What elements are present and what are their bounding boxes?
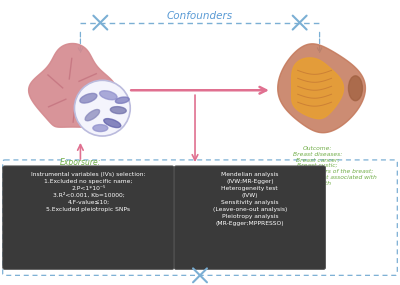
Text: Mendelian analysis
(IVW;MR-Egger)
Heterogeneity test
(IVW)
Sensitivity analysis
: Mendelian analysis (IVW;MR-Egger) Hetero… [213, 172, 287, 226]
FancyBboxPatch shape [3, 166, 174, 269]
Ellipse shape [93, 125, 108, 132]
Polygon shape [292, 58, 344, 119]
Ellipse shape [348, 76, 362, 101]
Text: Outcome:
Breast diseases:
Breast cancer;
Breast cystic;
Inflammatory disorders o: Outcome: Breast diseases: Breast cancer;… [259, 146, 376, 186]
Polygon shape [29, 44, 116, 127]
Ellipse shape [115, 97, 129, 103]
Ellipse shape [80, 93, 97, 103]
FancyBboxPatch shape [174, 166, 326, 269]
Ellipse shape [104, 119, 121, 128]
Text: Exporsure:
196 Gut microbiota: Exporsure: 196 Gut microbiota [44, 158, 117, 177]
Text: Instrumental variables (IVs) selection:
1.Excluded no specific name;
2.P<1*10⁻⁵
: Instrumental variables (IVs) selection: … [31, 172, 146, 212]
Text: Confounders: Confounders [167, 11, 233, 21]
Circle shape [74, 80, 130, 136]
Ellipse shape [85, 109, 100, 121]
Polygon shape [278, 44, 366, 133]
Ellipse shape [110, 107, 126, 114]
Ellipse shape [100, 91, 117, 100]
